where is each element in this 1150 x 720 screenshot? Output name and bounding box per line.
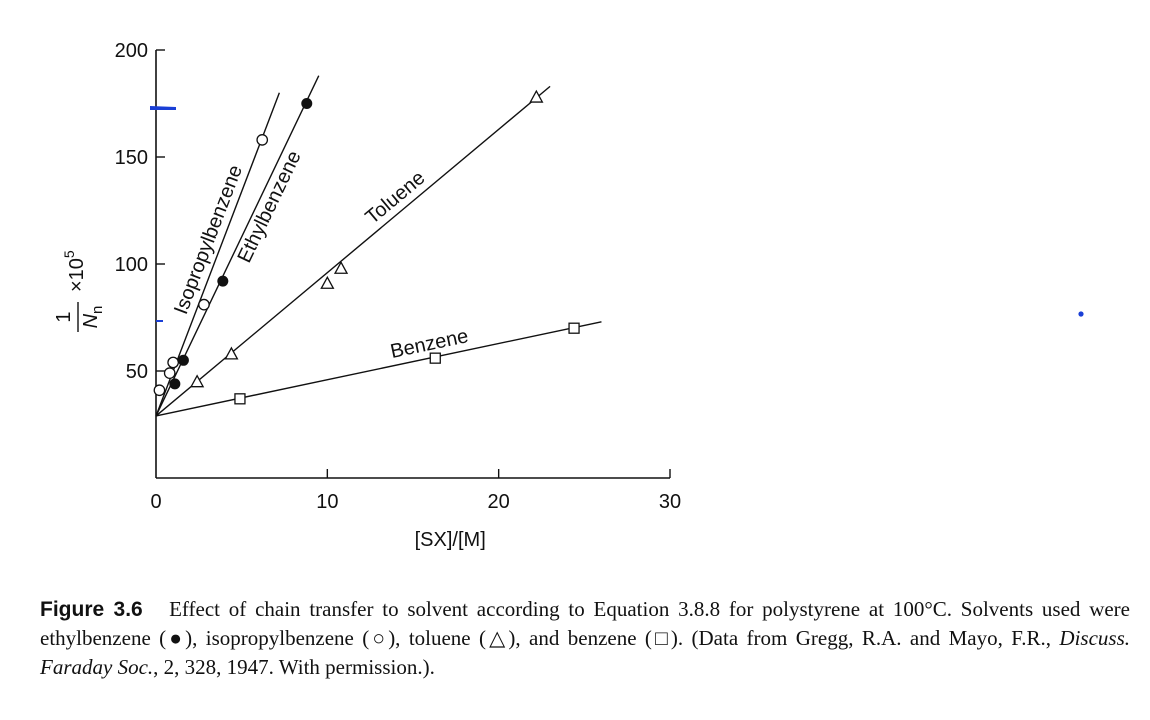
marker-isopropylbenzene — [167, 356, 179, 369]
marker-toluene — [529, 89, 544, 103]
x-tick-label: 20 — [488, 491, 510, 513]
series-label-toluene: Toluene — [362, 167, 430, 229]
fit-line-benzene — [155, 321, 602, 417]
marker-ethylbenzene — [301, 98, 313, 109]
fit-lines — [155, 75, 602, 417]
figure-caption: Figure 3.6 Effect of chain transfer to s… — [40, 595, 1130, 682]
pen-marks — [150, 106, 1084, 322]
marker-isopropylbenzene — [153, 384, 166, 397]
x-tick-label: 30 — [659, 491, 681, 513]
marker-isopropylbenzene — [198, 298, 210, 311]
marker-benzene — [568, 322, 580, 334]
ticks: 0 10 20 30 50 100 150 200 — [115, 40, 682, 513]
caption-journal: Discuss. Faraday Soc. — [40, 626, 1130, 679]
y-tick-label: 100 — [115, 254, 148, 276]
marker-isopropylbenzene — [256, 134, 269, 146]
data-markers — [153, 89, 580, 405]
y-axis-label: 1 Nn ×105 — [53, 250, 106, 332]
marker-toluene — [190, 374, 205, 388]
marker-toluene — [224, 346, 239, 360]
caption-text-1: Effect of chain transfer to solvent acco… — [40, 597, 1130, 650]
y-label-denominator: N — [80, 313, 102, 328]
marker-isopropylbenzene — [163, 367, 176, 379]
fit-line-toluene — [155, 85, 551, 417]
x-tick-label: 10 — [316, 491, 338, 513]
marker-ethylbenzene — [217, 275, 229, 287]
blue-pen-dot — [1078, 311, 1084, 317]
series-label-ethylbenzene: Ethylbenzene — [234, 147, 306, 266]
y-tick-label: 150 — [115, 147, 148, 169]
svg-text:×105: ×105 — [61, 250, 88, 292]
chain-transfer-chart: 0 10 20 30 50 100 150 200 IsopropylbenzeneEthyl… — [53, 40, 1084, 551]
y-label-numerator: 1 — [53, 311, 75, 322]
marker-benzene — [429, 352, 441, 364]
marker-toluene — [333, 260, 349, 274]
y-label-subscript: n — [89, 306, 106, 314]
series-label-benzene: Benzene — [388, 325, 470, 363]
caption-text-2: , 2, 328, 1947. With permission.). — [153, 655, 435, 679]
y-tick-label: 50 — [126, 361, 148, 383]
x-tick-label: 0 — [150, 491, 161, 513]
x-axis-label: [SX]/[M] — [415, 529, 486, 551]
marker-benzene — [234, 393, 246, 405]
y-tick-label: 200 — [115, 40, 148, 62]
axes — [155, 50, 670, 479]
y-label-exponent: 5 — [61, 250, 77, 258]
marker-ethylbenzene — [169, 378, 181, 390]
marker-ethylbenzene — [177, 354, 189, 366]
figure-label: Figure 3.6 — [40, 598, 143, 621]
svg-text:Nn: Nn — [80, 306, 106, 329]
blue-pen-mark — [150, 106, 176, 110]
y-label-multiplier: ×10 — [66, 258, 88, 292]
marker-toluene — [320, 275, 335, 289]
series-label-isopropylbenzene: Isopropylbenzene — [170, 162, 247, 317]
